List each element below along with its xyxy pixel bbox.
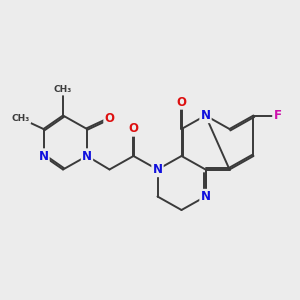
Text: N: N (38, 149, 49, 163)
Text: N: N (82, 149, 92, 163)
Text: N: N (152, 163, 163, 176)
Text: N: N (200, 109, 211, 122)
Text: F: F (274, 109, 281, 122)
Text: O: O (104, 112, 115, 125)
Text: O: O (128, 122, 139, 136)
Text: CH₃: CH₃ (12, 114, 30, 123)
Text: CH₃: CH₃ (54, 85, 72, 94)
Text: N: N (200, 190, 211, 203)
Text: O: O (176, 95, 187, 109)
